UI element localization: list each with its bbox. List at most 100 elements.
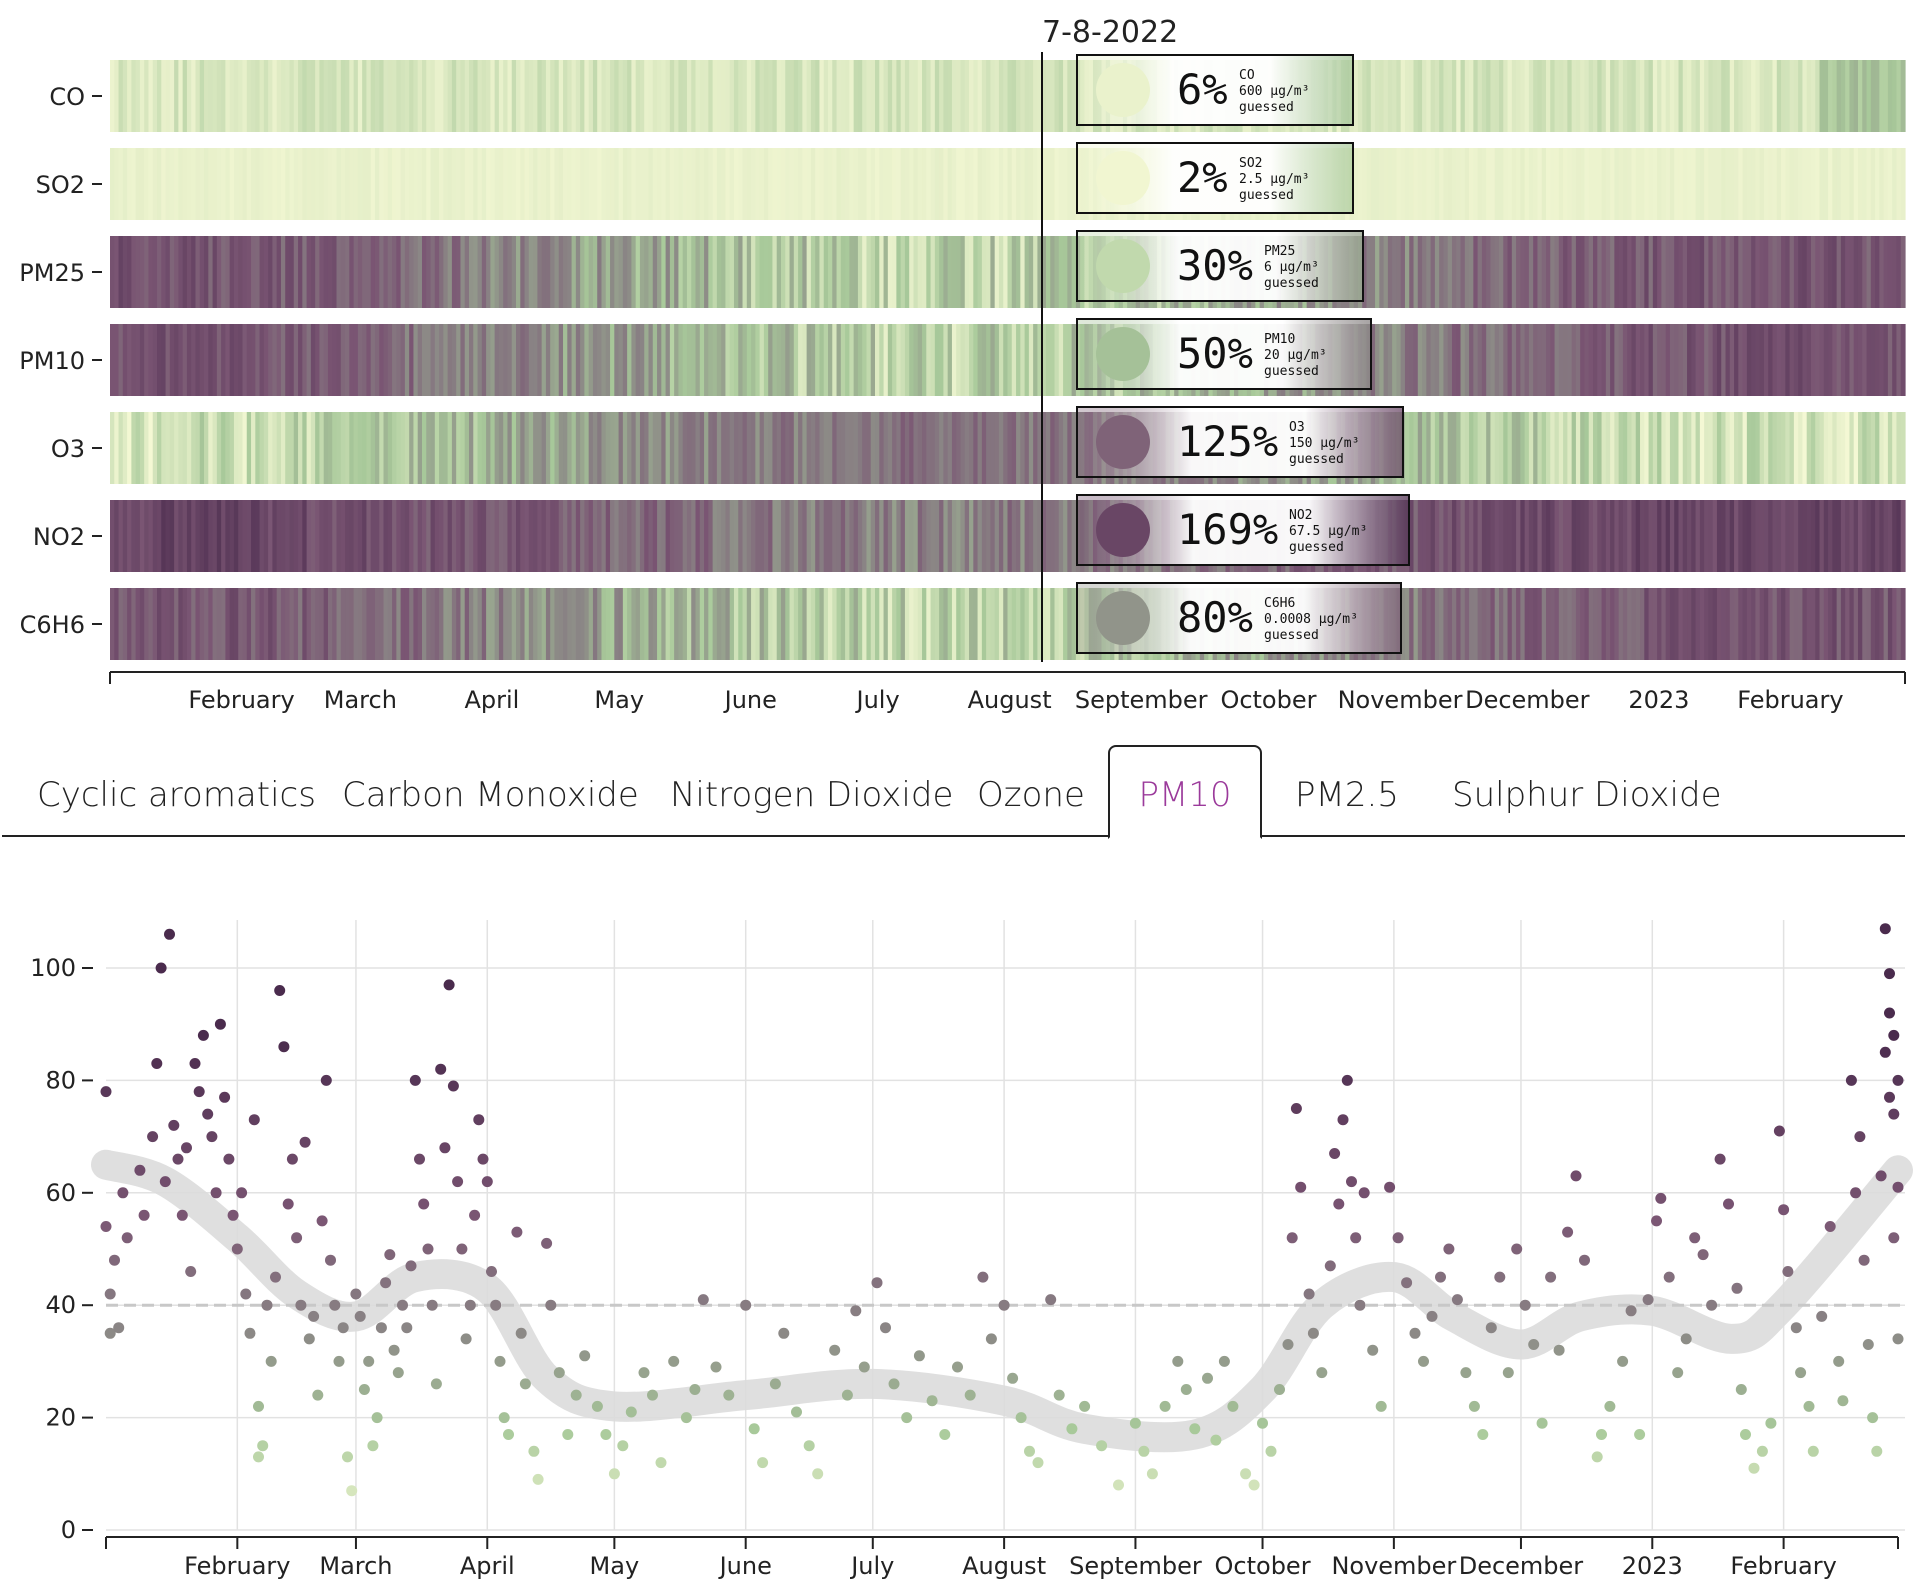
strip-c6h6[interactable]: C6H6: [20, 588, 1906, 660]
strip-cell: [1563, 500, 1568, 572]
strip-cell: [699, 412, 705, 484]
strip-cell: [1541, 412, 1547, 484]
strip-no2[interactable]: NO2: [33, 500, 1906, 572]
strip-cell: [904, 236, 910, 308]
strip-co[interactable]: CO: [49, 60, 1906, 132]
strip-cell: [597, 148, 603, 220]
strip-cell: [366, 148, 372, 220]
strip-cell: [370, 60, 376, 132]
strip-cell: [810, 500, 816, 572]
strip-so2[interactable]: SO2: [36, 148, 1906, 220]
strip-cell: [721, 236, 727, 308]
strip-cell: [1849, 236, 1855, 308]
strip-pm10[interactable]: PM10: [19, 324, 1906, 396]
strip-cell: [272, 588, 278, 660]
strip-cell: [1516, 60, 1521, 132]
strip-cell: [165, 324, 171, 396]
strip-cell: [114, 500, 120, 572]
data-point: [333, 1355, 345, 1367]
strip-cell: [875, 500, 880, 572]
data-point: [553, 1367, 565, 1379]
tab-pm2-5[interactable]: PM2.5: [1295, 775, 1399, 815]
strip-cell: [1776, 500, 1782, 572]
strip-cell: [293, 324, 299, 396]
strip-cell: [742, 588, 748, 660]
strip-cell: [836, 588, 842, 660]
strip-cell: [635, 500, 641, 572]
data-point: [422, 1243, 434, 1255]
strip-cell: [1563, 148, 1568, 220]
strip-cell: [229, 236, 235, 308]
strip-cell: [1550, 148, 1556, 220]
strip-cell: [263, 324, 269, 396]
strip-cell: [1558, 588, 1564, 660]
strip-cell: [699, 500, 705, 572]
data-point: [668, 1355, 680, 1367]
strip-cell: [135, 412, 141, 484]
strip-cell: [990, 500, 996, 572]
strip-cell: [1802, 236, 1808, 308]
data-point: [850, 1305, 862, 1317]
strip-cell: [977, 412, 983, 484]
data-point: [625, 1406, 637, 1418]
strip-axis-label: July: [854, 686, 899, 714]
strip-cell: [1045, 148, 1051, 220]
strip-cell: [1823, 60, 1829, 132]
tab-pm10[interactable]: PM10: [1108, 745, 1262, 839]
strip-cell: [973, 412, 979, 484]
strip-pm25[interactable]: PM25: [19, 236, 1906, 308]
strip-cell: [1832, 412, 1838, 484]
tab-cyclic-aromatics[interactable]: Cyclic aromatics: [37, 775, 316, 815]
strip-cell: [280, 148, 286, 220]
strip-cell: [580, 412, 585, 484]
strip-cell: [819, 588, 825, 660]
strip-cell: [1716, 412, 1722, 484]
strip-cell: [1528, 412, 1534, 484]
strip-cell: [1054, 60, 1060, 132]
strip-cell: [1507, 500, 1513, 572]
strip-cell: [610, 588, 615, 660]
strip-cell: [892, 412, 897, 484]
tab-nitrogen-dioxide[interactable]: Nitrogen Dioxide: [670, 775, 954, 815]
strip-cell: [1806, 60, 1812, 132]
strip-cell: [1533, 412, 1539, 484]
strip-cell: [597, 324, 603, 396]
tab-ozone[interactable]: Ozone: [977, 775, 1085, 815]
strip-cell: [686, 236, 692, 308]
strip-cell: [1644, 148, 1650, 220]
strip-cell: [336, 500, 342, 572]
strip-cell: [1635, 148, 1641, 220]
tab-sulphur-dioxide[interactable]: Sulphur Dioxide: [1452, 775, 1722, 815]
strip-cell: [1464, 500, 1470, 572]
strip-cell: [1746, 148, 1752, 220]
strip-cell: [789, 324, 795, 396]
strip-cell: [751, 148, 756, 220]
strip-cell: [383, 148, 389, 220]
strip-cell: [157, 588, 162, 660]
strip-cell: [1370, 236, 1376, 308]
strip-cell: [477, 412, 483, 484]
strip-cell: [1516, 148, 1521, 220]
data-point: [528, 1445, 540, 1457]
tab-carbon-monoxide[interactable]: Carbon Monoxide: [342, 775, 639, 815]
strip-cell: [383, 324, 389, 396]
strip-o3[interactable]: O3: [51, 412, 1906, 484]
strip-cell: [857, 412, 863, 484]
strip-cell: [1725, 60, 1731, 132]
strip-cell: [610, 236, 615, 308]
strip-cell: [1477, 324, 1483, 396]
strip-cell: [165, 60, 171, 132]
strip-cell: [345, 60, 350, 132]
strip-cell: [721, 412, 727, 484]
strip-cell: [289, 588, 295, 660]
x-axis-label: May: [590, 1552, 640, 1580]
strip-cell: [242, 60, 248, 132]
strip-cell: [755, 148, 761, 220]
